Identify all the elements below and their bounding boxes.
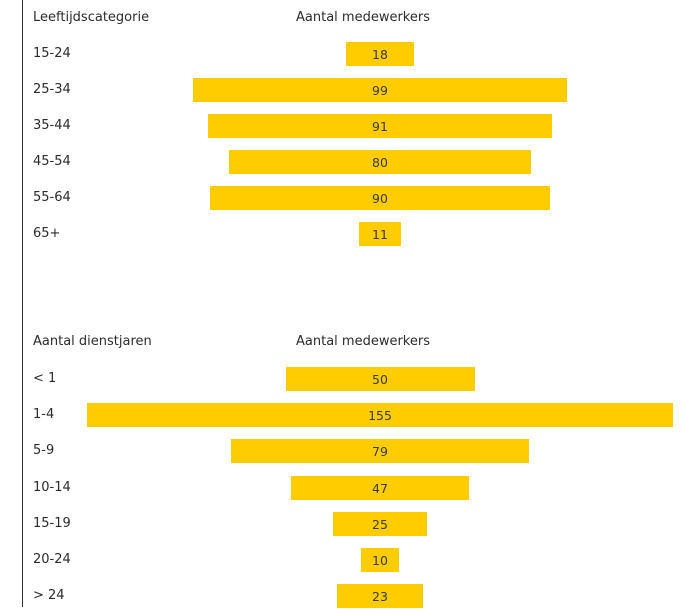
bar [230, 439, 530, 464]
bar [192, 78, 568, 102]
category-label: 15-24 [33, 46, 71, 61]
value-header: Aantal medewerkers [296, 334, 430, 349]
bar-value-label: 25 [372, 516, 388, 532]
bar [209, 186, 551, 210]
category-label: 65+ [33, 226, 61, 241]
bar-value-label: 99 [372, 83, 388, 98]
left-frame-line [22, 0, 23, 607]
bar [291, 475, 469, 500]
bar [285, 367, 475, 391]
bar-row: 55-64 90 [0, 186, 684, 210]
category-label: 1-4 [33, 407, 55, 423]
bar-row: 15-24 18 [0, 42, 684, 66]
bar-value-label: 10 [372, 553, 388, 568]
bar-value-label: 80 [372, 155, 388, 170]
bar [228, 150, 532, 174]
bar-value-label: 11 [372, 227, 388, 242]
category-label: 55-64 [33, 190, 71, 205]
bar-row: > 24 23 [0, 584, 684, 609]
bar [336, 584, 424, 609]
bar-value-label: 155 [368, 408, 392, 424]
category-header: Leeftijdscategorie [33, 10, 150, 25]
category-label: 25-34 [33, 82, 71, 97]
bar-row: 25-34 99 [0, 78, 684, 102]
bar-row: 20-24 10 [0, 548, 684, 572]
category-label: 5-9 [33, 443, 55, 459]
category-label: 15-19 [33, 515, 71, 531]
bar [359, 222, 401, 246]
bar-value-label: 90 [372, 191, 388, 206]
category-label: 35-44 [33, 118, 71, 133]
category-label: > 24 [33, 588, 65, 604]
bar-value-label: 91 [372, 119, 388, 134]
bar-row: 1-4 155 [0, 403, 684, 428]
bar [208, 114, 552, 138]
bar-value-label: 18 [372, 47, 388, 62]
bar-row: 15-19 25 [0, 511, 684, 536]
bar-value-label: 50 [372, 372, 388, 387]
bar [332, 511, 428, 536]
bar [87, 403, 673, 428]
category-header: Aantal dienstjaren [33, 334, 152, 349]
category-label: 20-24 [33, 552, 71, 567]
bar [361, 548, 399, 572]
category-label: 10-14 [33, 479, 71, 495]
value-header: Aantal medewerkers [296, 10, 430, 25]
bar-row: 5-9 79 [0, 439, 684, 464]
bar-value-label: 79 [372, 444, 388, 460]
category-label: < 1 [33, 371, 57, 386]
bar [345, 42, 414, 66]
bar-value-label: 47 [372, 480, 388, 496]
category-label: 45-54 [33, 154, 71, 169]
bar-row: < 1 50 [0, 367, 684, 391]
bar-row: 10-14 47 [0, 475, 684, 500]
bar-row: 45-54 80 [0, 150, 684, 174]
bar-value-label: 23 [372, 589, 388, 605]
bar-row: 35-44 91 [0, 114, 684, 138]
bar-row: 65+ 11 [0, 222, 684, 246]
